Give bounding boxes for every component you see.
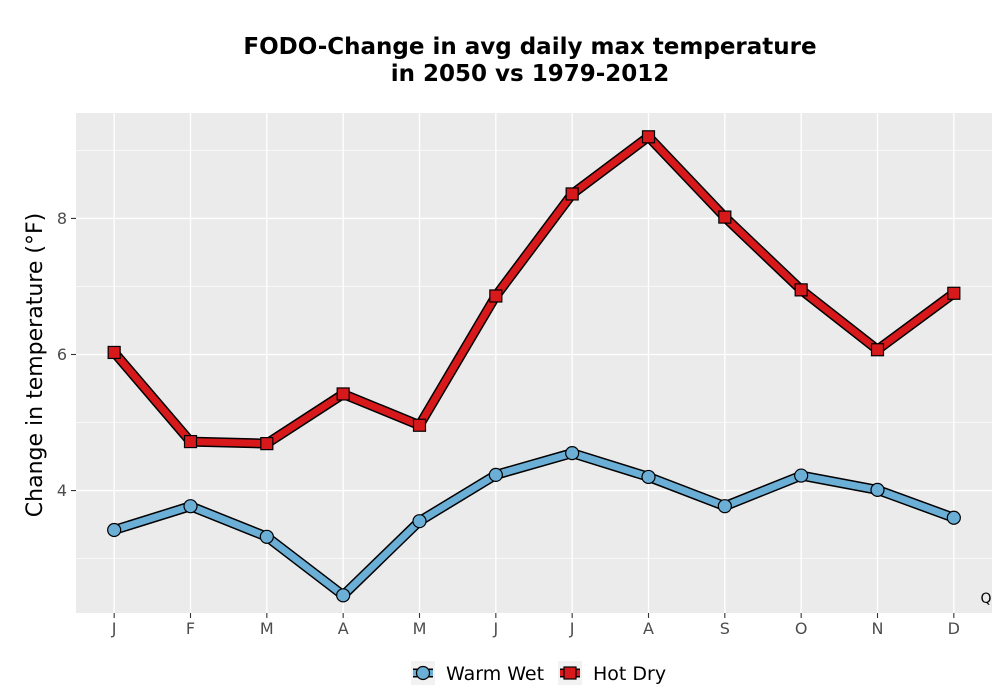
x-tick-label: J — [492, 619, 498, 638]
data-point-hot-dry — [107, 345, 121, 360]
legend-marker-circle — [415, 665, 431, 681]
minor-gridlines — [76, 150, 992, 559]
data-point-warm-wet — [717, 499, 732, 514]
y-tick-label: 6 — [57, 345, 67, 364]
y-tick-label: 4 — [57, 481, 67, 500]
y-axis: 4 6 8 — [57, 209, 76, 500]
x-tick-label: A — [338, 619, 349, 638]
data-point-warm-wet — [641, 469, 656, 485]
legend-label-warm-wet: Warm Wet — [446, 663, 544, 685]
data-point-hot-dry — [870, 343, 885, 357]
data-point-hot-dry — [718, 210, 732, 224]
legend-item-hot-dry: Hot Dry — [558, 661, 666, 685]
data-point-hot-dry — [412, 418, 427, 432]
legend-label-hot-dry: Hot Dry — [593, 663, 666, 685]
x-tick-label: M — [260, 619, 274, 638]
series-line-hot-dry — [110, 133, 958, 448]
x-tick-label: O — [795, 619, 808, 638]
corner-label: Q — [980, 591, 991, 607]
y-axis-label: Change in temperature (°F) — [23, 213, 48, 517]
data-point-hot-dry — [947, 286, 961, 300]
data-point-hot-dry — [183, 434, 198, 449]
x-tick-label: D — [948, 619, 960, 638]
x-tick-label: J — [569, 619, 575, 638]
data-point-warm-wet — [870, 482, 885, 497]
data-point-warm-wet — [412, 514, 427, 529]
chart-title-line-1: FODO-Change in avg daily max temperature — [243, 34, 816, 60]
data-point-warm-wet — [794, 468, 809, 483]
x-tick-label: M — [413, 619, 427, 638]
data-point-hot-dry — [794, 283, 808, 297]
data-point-warm-wet — [259, 529, 274, 544]
data-point-hot-dry — [565, 187, 579, 201]
data-point-warm-wet — [946, 510, 961, 525]
series-layer — [107, 130, 961, 603]
data-point-hot-dry — [260, 437, 274, 451]
data-point-warm-wet — [336, 588, 351, 603]
major-gridlines — [76, 113, 992, 613]
data-point-warm-wet — [488, 467, 503, 483]
data-point-hot-dry — [641, 130, 656, 144]
x-tick-label: S — [720, 619, 730, 638]
series-line-warm-wet — [110, 449, 958, 599]
plot-panel — [76, 113, 992, 613]
data-point-warm-wet — [183, 499, 198, 514]
legend-marker-square — [563, 666, 577, 680]
data-point-hot-dry — [336, 387, 350, 401]
data-point-warm-wet — [565, 446, 580, 461]
x-tick-label: F — [186, 619, 195, 638]
legend: Warm Wet Hot Dry — [411, 661, 666, 685]
x-tick-label: A — [643, 619, 654, 638]
y-tick-label: 8 — [57, 209, 67, 228]
data-point-warm-wet — [107, 522, 122, 538]
chart-title-line-2: in 2050 vs 1979-2012 — [391, 61, 670, 87]
x-tick-label: N — [872, 619, 884, 638]
legend-item-warm-wet: Warm Wet — [411, 661, 544, 685]
data-point-hot-dry — [489, 289, 503, 303]
x-tick-label: J — [111, 619, 117, 638]
